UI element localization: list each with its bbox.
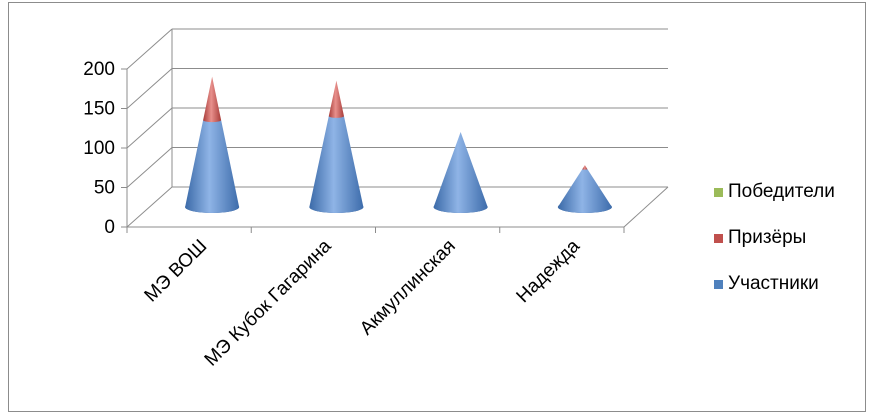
legend: Победители Призёры Участники <box>714 180 835 318</box>
cone <box>557 165 612 213</box>
cone-segment-participants <box>433 131 488 213</box>
x-tick-label: МЭ Кубок Гагарина <box>201 235 336 370</box>
floor-right-edge <box>623 186 669 228</box>
y-tick-label: 50 <box>94 178 115 199</box>
y-tick-label: 100 <box>83 138 115 159</box>
cone-segment-prizewinners <box>328 80 344 118</box>
cone <box>309 80 364 213</box>
x-tick-label: Надежда <box>513 235 585 307</box>
legend-label-participants: Участники <box>728 273 819 294</box>
cone-segment-participants <box>309 116 364 213</box>
cone <box>433 131 488 213</box>
cone <box>185 76 240 213</box>
legend-swatch-prizewinners <box>714 233 723 243</box>
legend-label-prizewinners: Призёры <box>728 227 807 248</box>
gridline-side <box>126 28 173 70</box>
cone-segment-participants <box>557 169 612 213</box>
y-axis: 0 50 100 150 200 <box>83 59 625 238</box>
y-tick-label: 150 <box>83 99 115 120</box>
y-tick-label: 200 <box>83 59 115 80</box>
legend-item-participants: Участники <box>714 272 835 296</box>
cone-segment-prizewinners <box>203 76 222 123</box>
legend-item-winners: Победители <box>714 180 835 204</box>
cones <box>185 76 612 213</box>
x-tick-label: МЭ ВОШ <box>141 236 212 307</box>
gridline-side <box>126 68 173 109</box>
cone-segment-prizewinners <box>582 165 588 170</box>
legend-swatch-winners <box>714 187 723 197</box>
x-tick-label: Акмуллинская <box>356 236 460 340</box>
legend-label-winners: Победители <box>728 181 835 202</box>
gridline-side <box>126 107 173 149</box>
legend-swatch-participants <box>714 279 723 289</box>
gridline-side <box>126 186 173 228</box>
y-tick-label: 0 <box>104 217 115 238</box>
cone-segment-participants <box>185 120 240 213</box>
gridline-side <box>126 147 173 188</box>
chart-walls <box>126 28 669 228</box>
legend-item-prizewinners: Призёры <box>714 226 835 250</box>
